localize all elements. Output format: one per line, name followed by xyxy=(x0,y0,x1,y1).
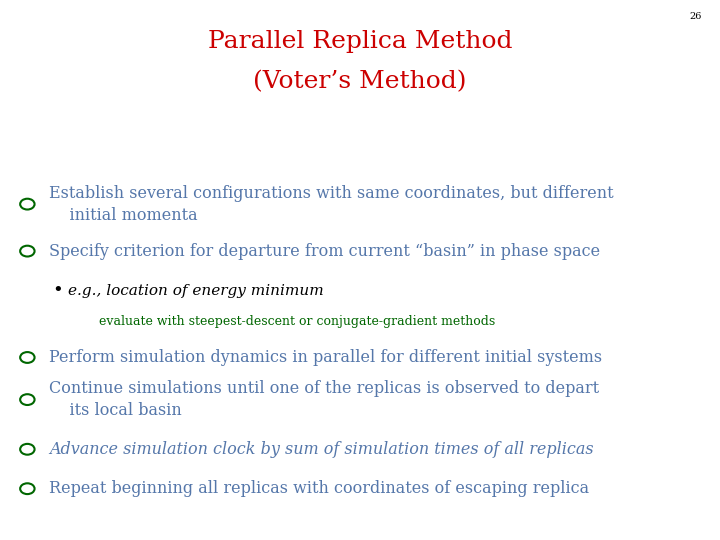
Text: 26: 26 xyxy=(690,12,702,21)
Text: •: • xyxy=(53,281,63,300)
Text: Establish several configurations with same coordinates, but different
    initia: Establish several configurations with sa… xyxy=(49,185,613,224)
Text: Repeat beginning all replicas with coordinates of escaping replica: Repeat beginning all replicas with coord… xyxy=(49,480,589,497)
Text: e.g., location of energy minimum: e.g., location of energy minimum xyxy=(68,284,323,298)
Text: Perform simulation dynamics in parallel for different initial systems: Perform simulation dynamics in parallel … xyxy=(49,349,602,366)
Text: Specify criterion for departure from current “basin” in phase space: Specify criterion for departure from cur… xyxy=(49,242,600,260)
Text: Continue simulations until one of the replicas is observed to depart
    its loc: Continue simulations until one of the re… xyxy=(49,380,599,419)
Text: (Voter’s Method): (Voter’s Method) xyxy=(253,70,467,93)
Text: Advance simulation clock by sum of simulation times of all replicas: Advance simulation clock by sum of simul… xyxy=(49,441,593,458)
Text: Parallel Replica Method: Parallel Replica Method xyxy=(208,30,512,53)
Text: evaluate with steepest-descent or conjugate-gradient methods: evaluate with steepest-descent or conjug… xyxy=(99,315,495,328)
